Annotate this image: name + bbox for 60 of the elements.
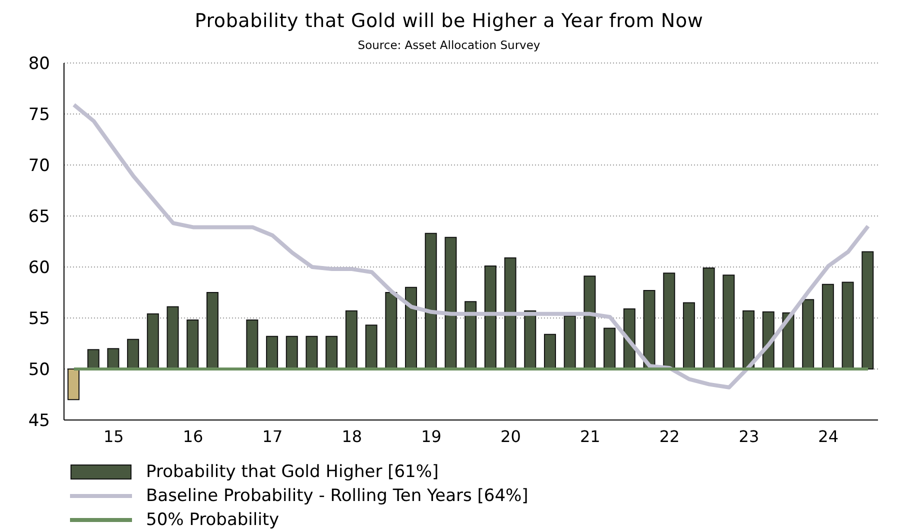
bar [246, 320, 258, 370]
x-tick-label: 20 [500, 427, 521, 446]
x-tick-label: 23 [738, 427, 760, 446]
bar [484, 265, 496, 370]
bar [166, 306, 179, 370]
y-tick-label: 80 [28, 54, 50, 74]
x-tick-label: 18 [342, 427, 362, 446]
bar [564, 315, 576, 370]
bar [822, 284, 834, 370]
bar [742, 310, 755, 370]
bar [206, 292, 218, 370]
bar [326, 336, 338, 370]
bar [444, 236, 457, 370]
x-tick-label: 15 [103, 427, 124, 446]
x-tick-label: 19 [421, 427, 442, 446]
bar [266, 336, 278, 370]
bar [702, 268, 715, 370]
bar [682, 302, 695, 370]
x-tick-label: 24 [818, 427, 839, 446]
bar [107, 348, 120, 370]
bar [186, 320, 199, 370]
bar [385, 292, 398, 370]
x-tick-label: 16 [182, 427, 204, 446]
line-series [72, 102, 870, 390]
bar [722, 274, 735, 370]
y-tick-label: 55 [28, 309, 50, 330]
y-tick-label: 50 [28, 360, 50, 380]
bar [604, 328, 616, 370]
bar [365, 324, 378, 370]
bar [802, 299, 814, 370]
bar [663, 272, 676, 370]
bar [345, 310, 358, 370]
chart-subtitle: Source: Asset Allocation Survey [356, 38, 542, 52]
bar [405, 286, 418, 370]
bar [643, 290, 656, 370]
x-tick-label: 21 [580, 427, 600, 446]
bar [584, 276, 596, 370]
legend-label: Baseline Probability - Rolling Ten Years [64%] [146, 486, 528, 506]
bar [68, 368, 80, 400]
y-tick-label: 70 [28, 156, 50, 176]
x-tick-label: 17 [262, 427, 283, 446]
bar [504, 257, 516, 370]
bar [862, 251, 874, 370]
y-tick-label: 45 [28, 411, 50, 432]
legend-label: 50% Probability [146, 510, 280, 529]
y-tick-label: 65 [28, 207, 50, 228]
x-tick-label: 22 [659, 427, 680, 446]
chart-title: Probability that Gold will be Higher a Year from Now [194, 10, 704, 32]
bar [424, 232, 437, 370]
bar [87, 349, 100, 370]
y-tick-label: 75 [28, 105, 50, 126]
bar [306, 336, 318, 370]
bar [127, 338, 140, 370]
legend-label: Probability that Gold Higher [61%] [146, 462, 439, 482]
bar [544, 334, 556, 370]
bar [842, 282, 854, 370]
bar [464, 301, 477, 370]
y-tick-label: 60 [28, 258, 50, 278]
bar [286, 336, 298, 370]
bar [146, 313, 159, 370]
